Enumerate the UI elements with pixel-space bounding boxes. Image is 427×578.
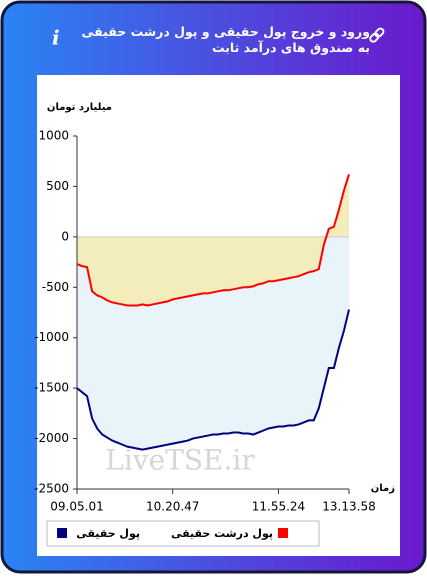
y-tick-label: -1500	[34, 381, 69, 395]
legend	[46, 520, 320, 547]
y-tick-label: 1000	[38, 129, 69, 143]
area	[77, 174, 349, 306]
x-tick-label: 10.20.47	[146, 500, 199, 514]
x-tick-label: 09.05.01	[50, 500, 103, 514]
watermark: LiveTSE.ir	[105, 444, 255, 477]
y-tick-label: 0	[61, 229, 69, 243]
x-tick-label: 13.13.58	[322, 500, 375, 514]
x-axis-label: زمان	[371, 483, 395, 494]
header-title: ورود و خروج پول حقیقی و پول درشت حقیقی ب…	[81, 24, 370, 55]
y-tick-label: -1000	[34, 330, 69, 344]
y-tick-label: -2500	[34, 482, 69, 496]
legend-swatch	[278, 528, 288, 538]
line	[76, 309, 350, 451]
link-icon[interactable]	[369, 27, 385, 43]
line	[76, 174, 350, 307]
legend-label: پول درشت حقیقی	[171, 527, 273, 540]
x-tick-label: 11.55.24	[252, 500, 305, 514]
y-tick-label: -2000	[34, 431, 69, 445]
y-tick-label: 500	[46, 179, 69, 193]
legend-swatch	[57, 528, 67, 538]
y-tick-label: -500	[42, 280, 69, 294]
info-icon[interactable]: i	[52, 26, 60, 50]
y-axis-label: میلیارد تومان	[47, 102, 112, 113]
legend-label: پول حقیقی	[76, 527, 140, 540]
